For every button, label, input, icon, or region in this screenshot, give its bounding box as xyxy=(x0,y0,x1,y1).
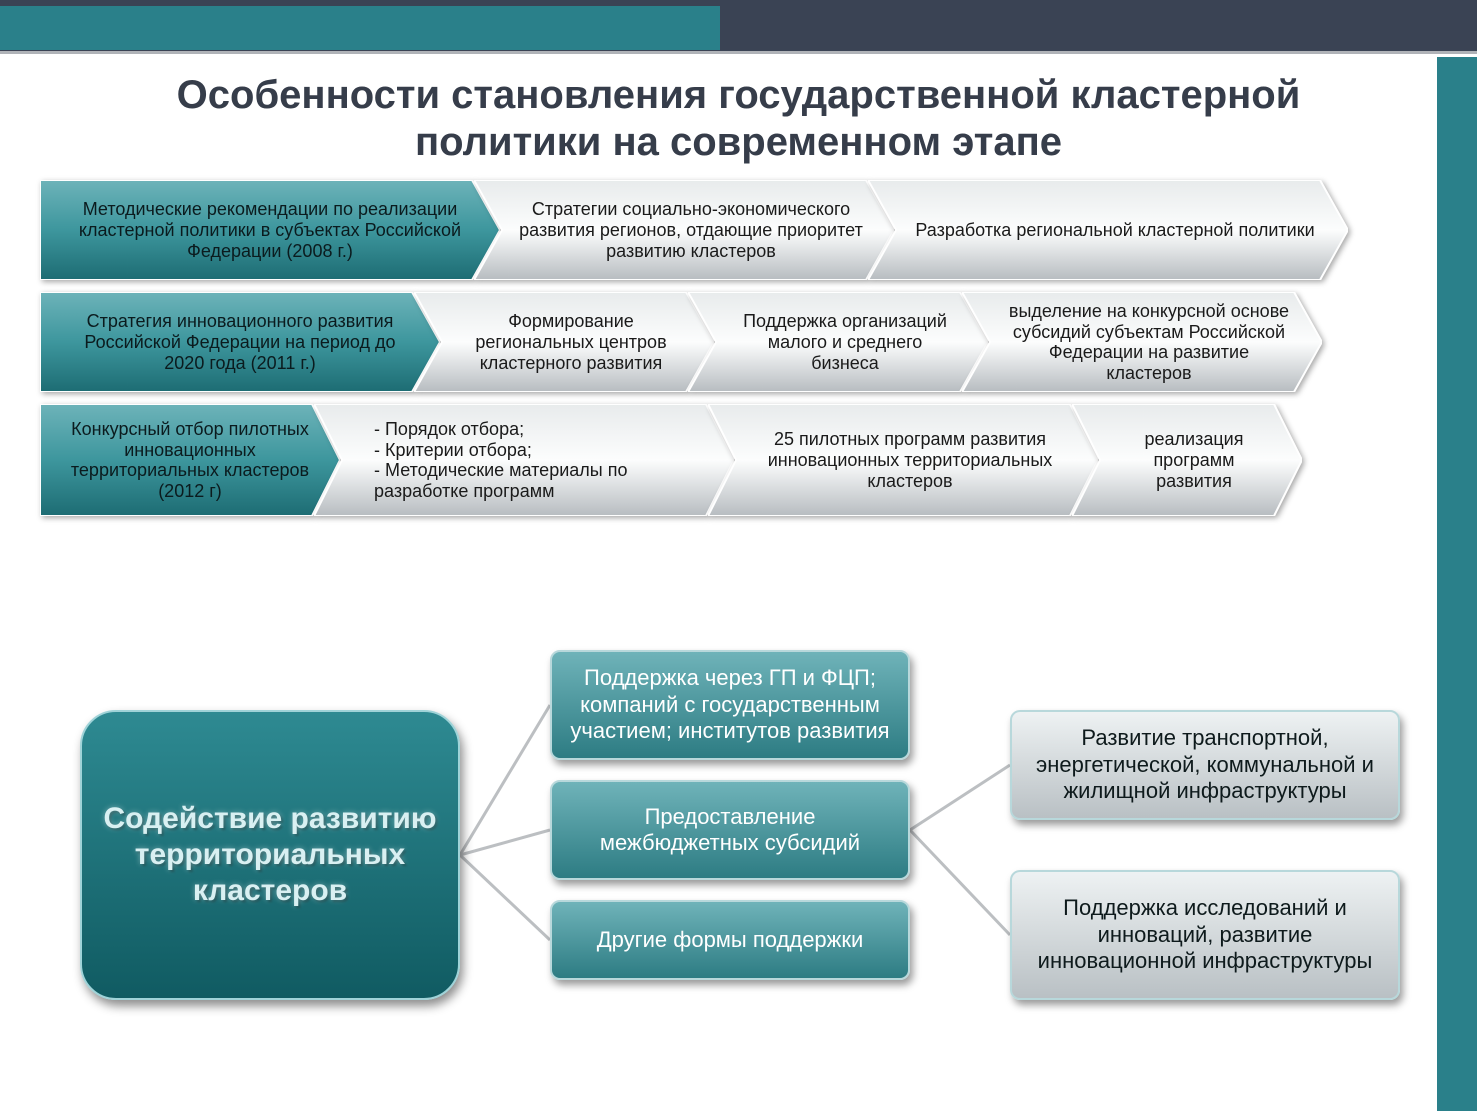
chevron-label: 25 пилотных программ развития инновацион… xyxy=(752,429,1068,491)
side-accent-strip xyxy=(1437,57,1477,1111)
chevron-step: Разработка региональной кластерной полит… xyxy=(868,180,1348,280)
slide-title: Особенности становления государственной … xyxy=(80,72,1397,166)
hierarchy-mid-box: Предоставление межбюджетных субсидий xyxy=(550,780,910,880)
hierarchy-leaf-box: Поддержка исследований и инноваций, разв… xyxy=(1010,870,1400,1000)
chevron-flow-section: Методические рекомендации по реализации … xyxy=(40,180,1440,516)
chevron-row: Конкурсный отбор пилотных инновационных … xyxy=(40,404,1440,516)
chevron-label: Поддержка организаций малого и среднего … xyxy=(732,311,958,373)
chevron-step: Поддержка организаций малого и среднего … xyxy=(688,292,988,392)
chevron-label: Стратегии социально-экономического разви… xyxy=(518,199,864,261)
chevron-step: Методические рекомендации по реализации … xyxy=(40,180,500,280)
chevron-step: - Порядок отбора;- Критерии отбора;- Мет… xyxy=(314,404,734,516)
chevron-row: Методические рекомендации по реализации … xyxy=(40,180,1440,280)
chevron-step: Конкурсный отбор пилотных инновационных … xyxy=(40,404,340,516)
chevron-label: выделение на конкурсной основе субсидий … xyxy=(1006,301,1292,384)
chevron-step: Стратегия инновационного развития Россий… xyxy=(40,292,440,392)
chevron-step: 25 пилотных программ развития инновацион… xyxy=(708,404,1098,516)
top-accent-strip xyxy=(0,6,720,50)
hierarchy-section: Содействие развитию территориальных клас… xyxy=(60,640,1440,1070)
chevron-label: Методические рекомендации по реализации … xyxy=(70,199,470,261)
chevron-label: Разработка региональной кластерной полит… xyxy=(915,220,1314,241)
chevron-step: реализация программ развития xyxy=(1072,404,1302,516)
chevron-label: реализация программ развития xyxy=(1116,429,1272,491)
chevron-row: Стратегия инновационного развития Россий… xyxy=(40,292,1440,392)
chevron-step: выделение на конкурсной основе субсидий … xyxy=(962,292,1322,392)
chevron-label: Стратегия инновационного развития Россий… xyxy=(70,311,410,373)
hierarchy-leaf-box: Развитие транспортной, энергетической, к… xyxy=(1010,710,1400,820)
chevron-label: Формирование региональных центров класте… xyxy=(458,311,684,373)
chevron-label: Конкурсный отбор пилотных инновационных … xyxy=(70,419,310,502)
hierarchy-root: Содействие развитию территориальных клас… xyxy=(80,710,460,1000)
chevron-label: - Порядок отбора;- Критерии отбора;- Мет… xyxy=(374,419,704,502)
top-bar xyxy=(0,0,1477,54)
chevron-step: Стратегии социально-экономического разви… xyxy=(474,180,894,280)
hierarchy-mid-box: Другие формы поддержки xyxy=(550,900,910,980)
chevron-step: Формирование региональных центров класте… xyxy=(414,292,714,392)
hierarchy-mid-box: Поддержка через ГП и ФЦП; компаний с гос… xyxy=(550,650,910,760)
